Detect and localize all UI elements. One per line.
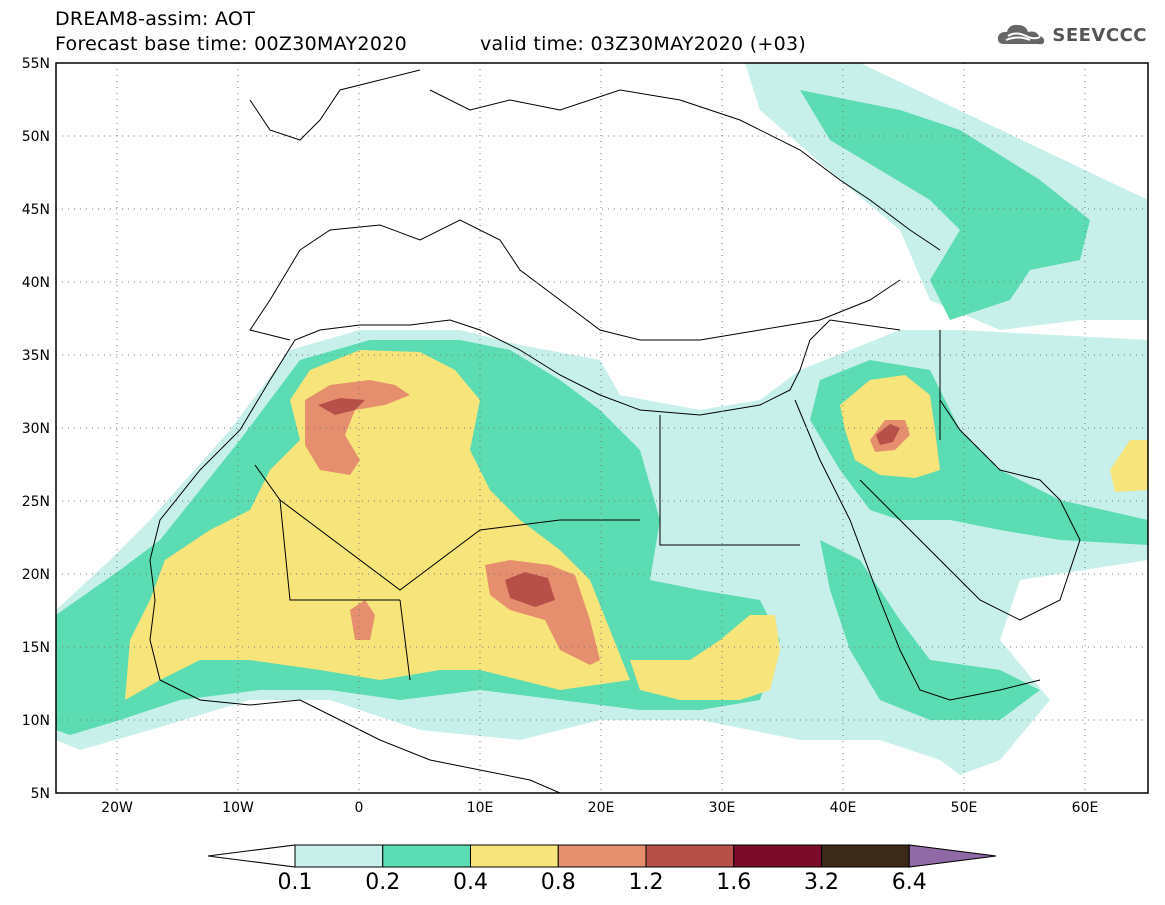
colorbar-level-label: 0.4 xyxy=(453,870,488,895)
colorbar-max-arrow xyxy=(908,844,997,868)
coastlines xyxy=(149,69,1081,793)
colorbar-swatch xyxy=(382,844,471,868)
colorbar-swatch xyxy=(733,844,822,868)
colorbar-swatch xyxy=(821,844,910,868)
lon-label: 10E xyxy=(467,800,494,816)
lat-label: 15N xyxy=(22,640,50,656)
lon-label: 0 xyxy=(355,800,364,816)
lon-label: 30E xyxy=(709,800,736,816)
gridlines xyxy=(56,63,1148,793)
colorbar-level-label: 3.2 xyxy=(804,870,839,895)
lat-label: 20N xyxy=(22,567,50,583)
lon-label: 60E xyxy=(1072,800,1099,816)
colorbar-swatch xyxy=(645,844,735,868)
colorbar-min-arrow xyxy=(207,844,296,868)
cloud-logo-icon xyxy=(998,24,1045,45)
longitude-labels: 20W 10W 0 10E 20E 30E 40E 50E 60E xyxy=(101,800,1098,816)
lon-label: 40E xyxy=(830,800,857,816)
lat-label: 50N xyxy=(22,129,50,145)
colorbar-level-label: 6.4 xyxy=(891,870,927,895)
lat-label: 55N xyxy=(22,56,50,72)
lat-label: 25N xyxy=(22,494,50,510)
colorbar-level-label: 1.6 xyxy=(716,870,752,895)
base-time: Forecast base time: 00Z30MAY2020 xyxy=(55,33,407,55)
colorbar-level-label: 0.1 xyxy=(277,870,313,895)
logo-text: SEEVCCC xyxy=(1052,24,1147,46)
seevccc-logo: SEEVCCC xyxy=(996,22,1147,48)
colorbar-level-label: 0.2 xyxy=(365,870,401,895)
colorbar-swatch xyxy=(557,844,647,868)
valid-time: valid time: 03Z30MAY2020 (+03) xyxy=(480,33,807,55)
aot-band-1.2 xyxy=(318,398,365,415)
colorbar-level-label: 1.2 xyxy=(628,870,664,895)
colorbar-swatch xyxy=(470,844,559,868)
lon-label: 20W xyxy=(101,800,133,816)
lon-label: 50E xyxy=(951,800,978,816)
colorbar xyxy=(207,844,997,868)
lat-label: 30N xyxy=(22,421,50,437)
map-frame xyxy=(55,62,1149,794)
lat-label: 40N xyxy=(22,275,50,291)
colorbar-swatch xyxy=(294,844,384,868)
lon-label: 10W xyxy=(222,800,254,816)
lat-label: 45N xyxy=(22,202,50,218)
aot-field xyxy=(56,63,1148,775)
colorbar-level-label: 0.8 xyxy=(540,870,576,895)
lat-label: 35N xyxy=(22,348,50,364)
lat-label: 5N xyxy=(31,786,50,802)
lat-label: 10N xyxy=(22,713,50,729)
model-title: DREAM8-assim: AOT xyxy=(55,8,256,30)
lon-label: 20E xyxy=(588,800,615,816)
aot-band-0.4 xyxy=(125,350,630,700)
latitude-labels: 55N 50N 45N 40N 35N 30N 25N 20N 15N 10N 5N xyxy=(22,56,50,802)
